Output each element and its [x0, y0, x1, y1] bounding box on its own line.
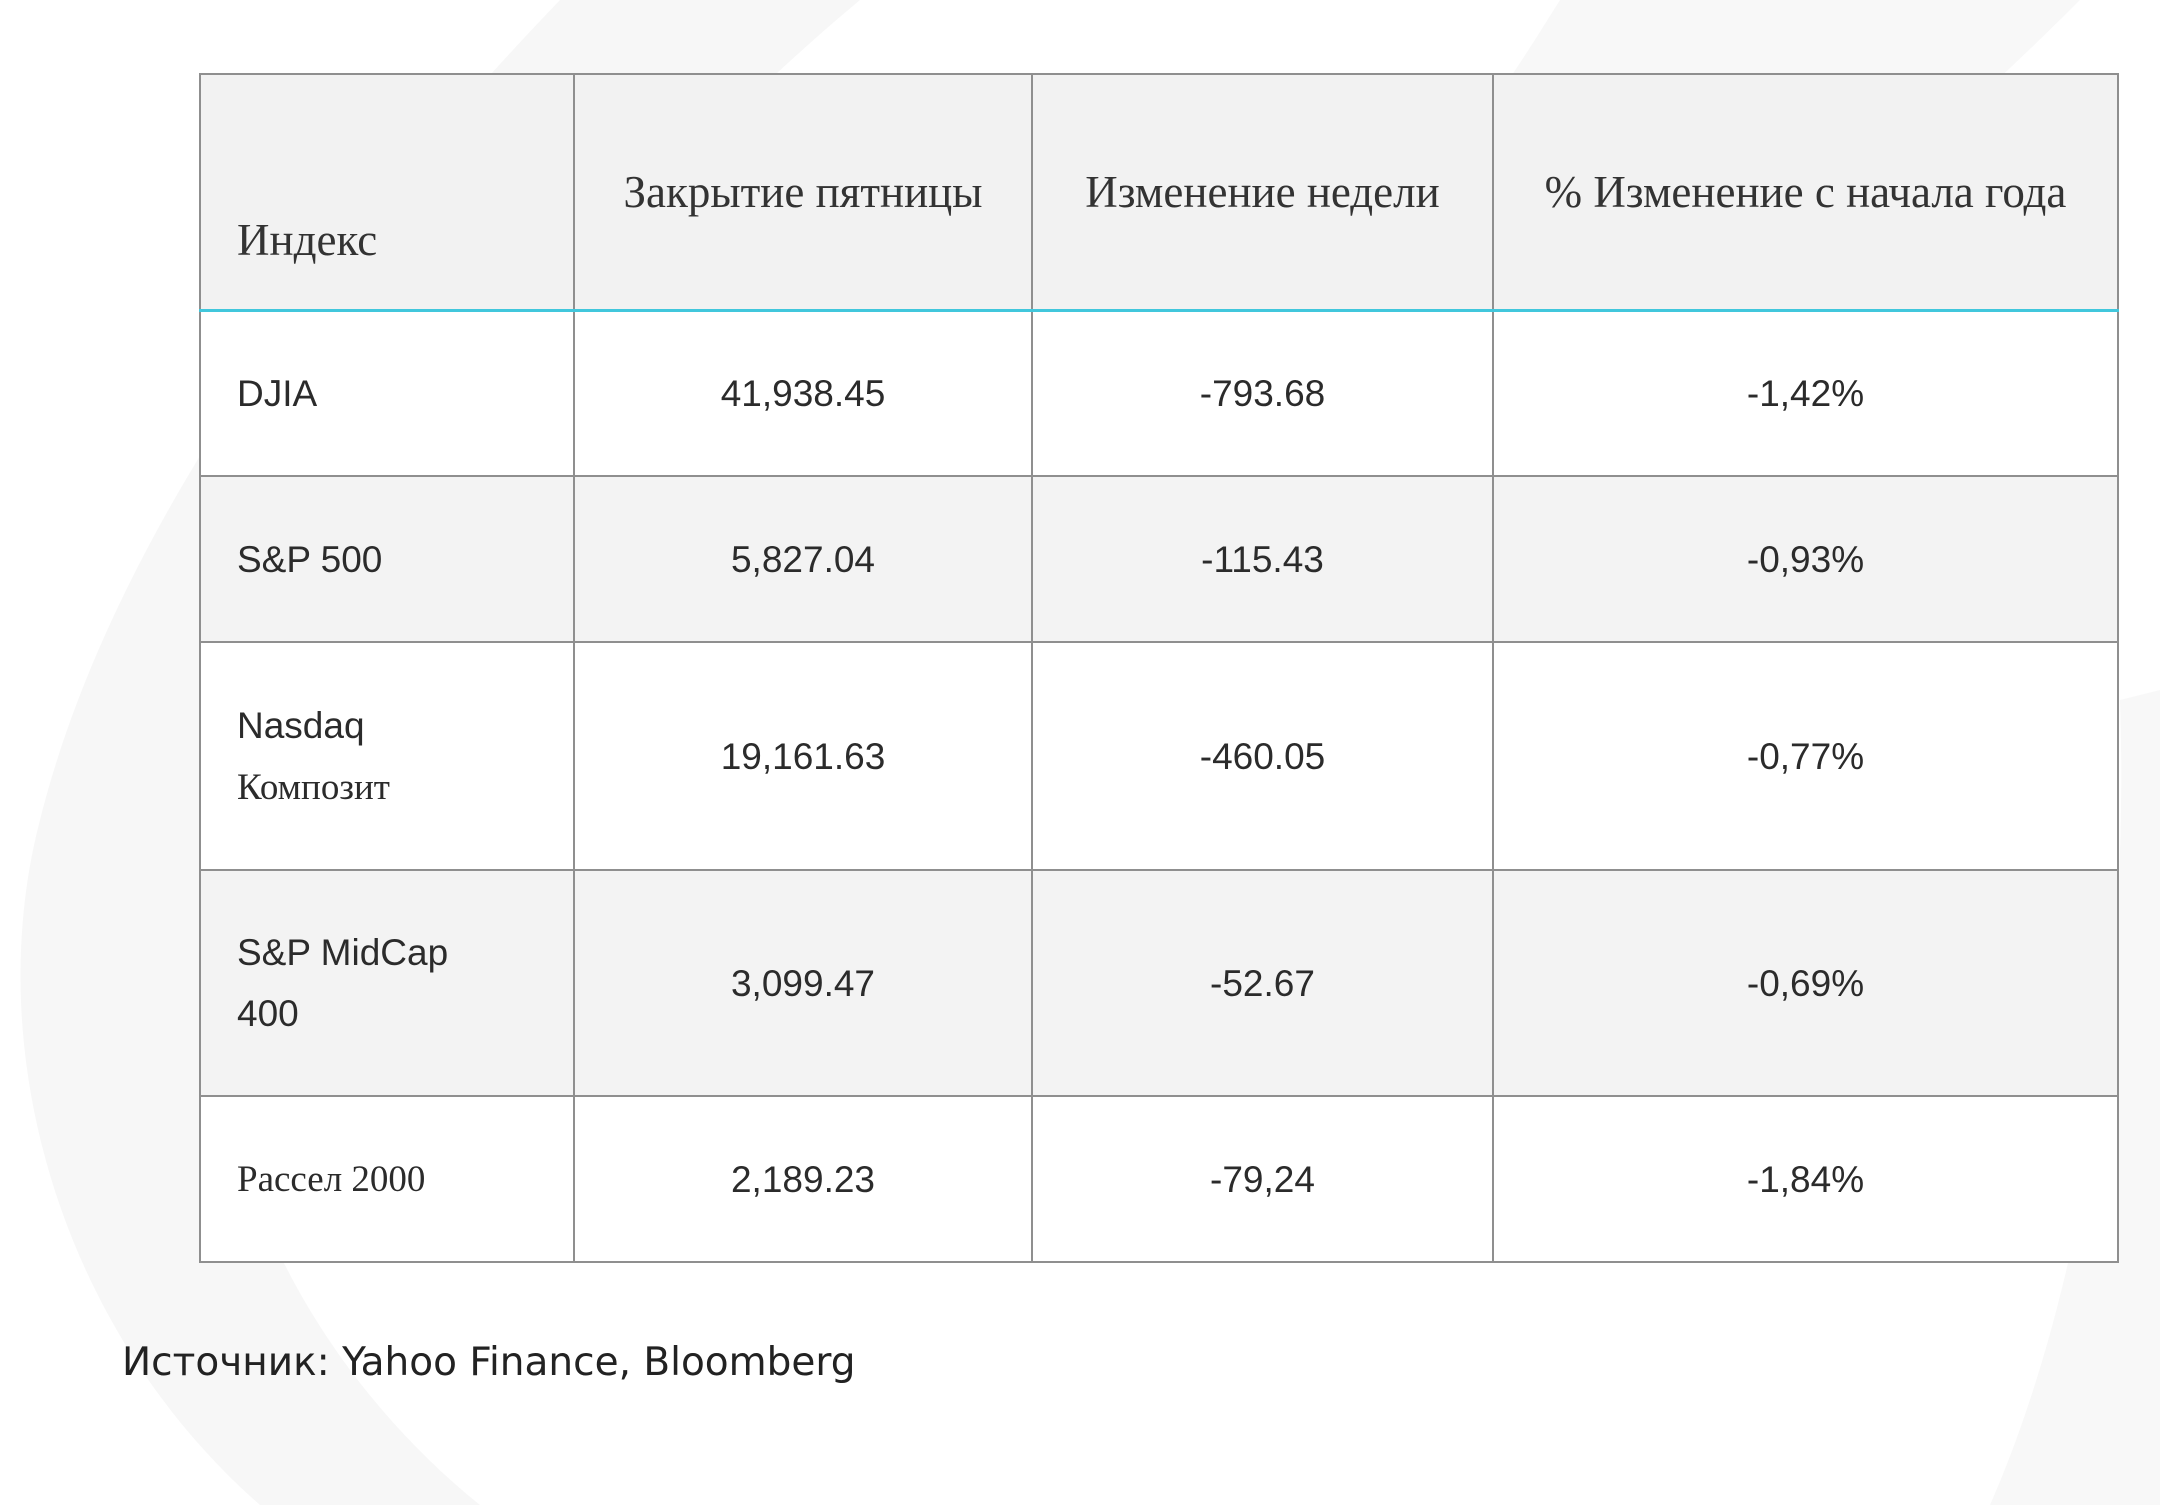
header-friday-close: Закрытие пятницы: [573, 73, 1033, 312]
ytd-change-cell: -0,77%: [1492, 641, 2119, 871]
header-week-change: Изменение недели: [1031, 73, 1494, 312]
ytd-change-cell: -1,42%: [1492, 309, 2119, 477]
week-change-cell: -115.43: [1031, 475, 1494, 643]
table-row: S&P 500 5,827.04 -115.43 -0,93%: [199, 475, 2119, 643]
market-indices-table: Индекс Закрытие пятницы Изменение недели…: [199, 73, 2119, 1263]
index-name-cell: Nasdaq Композит: [199, 641, 575, 871]
source-caption: Источник: Yahoo Finance, Bloomberg: [122, 1340, 856, 1385]
week-change-cell: -460.05: [1031, 641, 1494, 871]
close-cell: 3,099.47: [573, 869, 1033, 1097]
index-name: S&P 500: [237, 538, 383, 580]
week-change-cell: -52.67: [1031, 869, 1494, 1097]
close-cell: 19,161.63: [573, 641, 1033, 871]
index-name: DJIA: [237, 373, 318, 414]
close-cell: 2,189.23: [573, 1095, 1033, 1263]
index-name: S&P MidCap: [237, 932, 449, 973]
index-name: Рассел 2000: [237, 1159, 426, 1200]
close-cell: 41,938.45: [573, 309, 1033, 477]
index-name-cell: Рассел 2000: [199, 1095, 575, 1263]
ytd-change-cell: -0,93%: [1492, 475, 2119, 643]
header-ytd-change: % Изменение с начала года: [1492, 73, 2119, 312]
table-row: S&P MidCap 400 3,099.47 -52.67 -0,69%: [199, 869, 2119, 1097]
ytd-change-cell: -0,69%: [1492, 869, 2119, 1097]
index-name-line2: 400: [237, 993, 299, 1034]
table-row: Nasdaq Композит 19,161.63 -460.05 -0,77%: [199, 641, 2119, 871]
table-row: DJIA 41,938.45 -793.68 -1,42%: [199, 309, 2119, 477]
week-change-cell: -79,24: [1031, 1095, 1494, 1263]
index-name: Nasdaq: [237, 704, 365, 746]
index-name-cell: S&P 500: [199, 475, 575, 643]
table-row: Рассел 2000 2,189.23 -79,24 -1,84%: [199, 1095, 2119, 1263]
ytd-change-cell: -1,84%: [1492, 1095, 2119, 1263]
close-cell: 5,827.04: [573, 475, 1033, 643]
index-name-cell: S&P MidCap 400: [199, 869, 575, 1097]
market-indices-table-container: Индекс Закрытие пятницы Изменение недели…: [199, 73, 2119, 1263]
index-name-line2: Композит: [237, 766, 390, 808]
index-name-cell: DJIA: [199, 309, 575, 477]
week-change-cell: -793.68: [1031, 309, 1494, 477]
table-header-row: Индекс Закрытие пятницы Изменение недели…: [199, 73, 2119, 312]
header-index: Индекс: [199, 73, 575, 312]
